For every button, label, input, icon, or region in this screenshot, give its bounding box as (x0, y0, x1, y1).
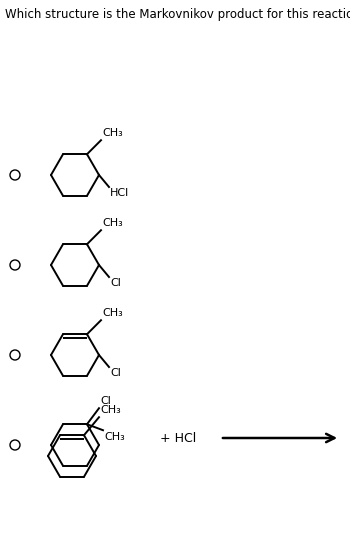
Text: CH₃: CH₃ (102, 218, 123, 228)
Text: Which structure is the Markovnikov product for this reaction?: Which structure is the Markovnikov produ… (5, 8, 350, 21)
Text: Cl: Cl (100, 396, 111, 406)
Text: CH₃: CH₃ (102, 128, 123, 138)
Text: CH₃: CH₃ (102, 308, 123, 318)
Text: HCl: HCl (110, 188, 129, 198)
Text: CH₃: CH₃ (100, 405, 121, 415)
Text: CH₃: CH₃ (104, 432, 125, 442)
Text: + HCl: + HCl (160, 431, 196, 444)
Text: Cl: Cl (110, 278, 121, 288)
Text: Cl: Cl (110, 368, 121, 378)
